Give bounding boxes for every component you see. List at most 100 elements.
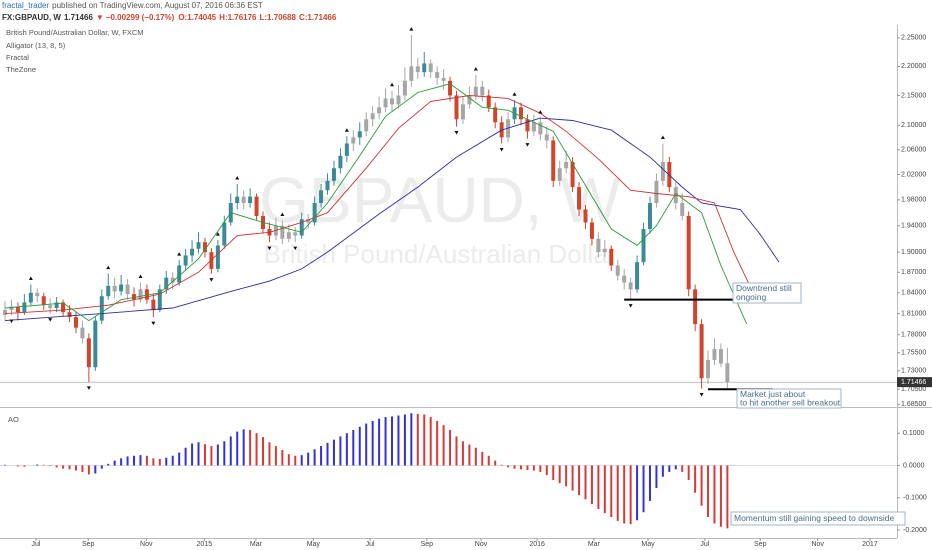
candle-body: [119, 284, 124, 292]
candle-body: [422, 63, 427, 73]
fractal-up: [235, 175, 240, 180]
annotation-box: [732, 282, 802, 304]
candle-body: [518, 107, 523, 120]
candle-body: [125, 284, 130, 295]
candle-body: [551, 140, 556, 181]
alligator-line: [4, 83, 748, 325]
candle-body: [177, 265, 182, 283]
fractal-up: [138, 274, 143, 278]
author[interactable]: fractal_trader: [2, 1, 49, 10]
candle-body: [622, 275, 627, 283]
fractal-down: [499, 148, 504, 152]
candle-body: [331, 168, 336, 181]
candle-body: [609, 248, 614, 266]
candle-body: [577, 187, 582, 210]
x-tick-label: Mar: [250, 541, 263, 548]
fractal-down: [699, 393, 704, 397]
candle-body: [396, 95, 401, 105]
candle-body: [344, 143, 349, 156]
candle-body: [718, 349, 723, 364]
candle-body: [706, 359, 711, 379]
ohlc: C:1.71466: [299, 13, 337, 22]
candle-body: [280, 225, 285, 239]
published: published on TradingView.com, August 07,…: [52, 1, 263, 10]
candle-body: [54, 302, 59, 308]
candle-body: [35, 292, 40, 297]
x-tick-label: 2017: [862, 541, 878, 548]
candle-body: [132, 294, 137, 300]
alligator-line: [4, 117, 780, 322]
candle-body: [383, 98, 388, 108]
legend-indicator[interactable]: Fractal: [6, 53, 29, 62]
candle-body: [9, 306, 14, 311]
candle-body: [699, 324, 704, 379]
candle-body: [486, 95, 491, 108]
ohlc: H:1.76176: [219, 13, 257, 22]
legend-title: British Pound/Australian Dollar, W, FXCM: [6, 28, 144, 37]
candle-body: [312, 203, 317, 223]
candle-body: [377, 107, 382, 114]
candle-body: [467, 95, 472, 105]
candle-body: [357, 131, 362, 138]
candle-body: [654, 180, 659, 204]
candle-body: [144, 289, 149, 300]
candle-body: [628, 282, 633, 290]
candle-body: [448, 80, 453, 96]
x-tick-label: Jul: [700, 541, 709, 548]
candle-body: [525, 119, 530, 132]
y-tick-label: 1.73000: [901, 368, 926, 375]
x-tick-label: 2015: [197, 541, 213, 548]
candle-body: [235, 196, 240, 204]
candle-body: [170, 277, 175, 283]
candle-body: [370, 113, 375, 120]
candle-body: [402, 80, 407, 96]
candle-body: [15, 306, 20, 313]
y-tick-label: 1.81000: [901, 310, 926, 317]
annotation-text: Downtrend still: [736, 283, 792, 293]
fractal-up: [390, 82, 395, 87]
candle-body: [106, 285, 111, 297]
candle-body: [138, 289, 143, 300]
y-tick-label: 1.70500: [901, 386, 926, 393]
candle-body: [435, 72, 440, 78]
x-tick-label: 2016: [529, 541, 545, 548]
last-price-label: 1.71466: [901, 379, 926, 386]
candle-body: [725, 363, 730, 383]
candle-body: [48, 305, 53, 308]
candle-body: [196, 242, 201, 249]
fractal-down: [628, 304, 633, 308]
annotation-text: ongoing: [736, 292, 767, 302]
ohlc: L:1.70688: [259, 13, 296, 22]
legend-indicator[interactable]: Alligator (13, 8, 5): [6, 41, 66, 50]
candle-body: [351, 137, 356, 144]
candle-body: [61, 302, 66, 313]
ao-label: AO: [8, 415, 19, 424]
candle-body: [67, 312, 72, 318]
y-tick-label: 2.06000: [901, 147, 926, 154]
candle-body: [99, 296, 104, 321]
candle-body: [441, 77, 446, 81]
candle-body: [299, 219, 304, 236]
legend-indicator[interactable]: TheZone: [6, 65, 36, 74]
header-line: fractal_trader published on TradingView.c…: [2, 1, 263, 10]
candle-body: [248, 196, 253, 204]
fractal-up: [660, 135, 665, 140]
ohlc: O:1.74045: [178, 13, 216, 22]
watermark: GBPAUD, W: [259, 164, 621, 236]
candle-body: [22, 302, 27, 313]
candle-body: [538, 122, 543, 135]
change-arrow: ▼: [96, 13, 104, 22]
fractal-down: [267, 246, 272, 251]
x-tick-label: Nov: [475, 541, 488, 548]
fractal-down: [48, 318, 53, 322]
candle-body: [602, 248, 607, 253]
fractal-down: [525, 143, 530, 147]
candle-body: [390, 98, 395, 105]
candle-body: [241, 196, 246, 204]
y-tick-label: 1.87000: [901, 269, 926, 276]
price: 1.71466: [64, 13, 93, 22]
candle-body: [254, 196, 259, 216]
ao-tick-label: 0.1000: [903, 430, 925, 437]
x-tick-label: Sep: [82, 541, 95, 548]
